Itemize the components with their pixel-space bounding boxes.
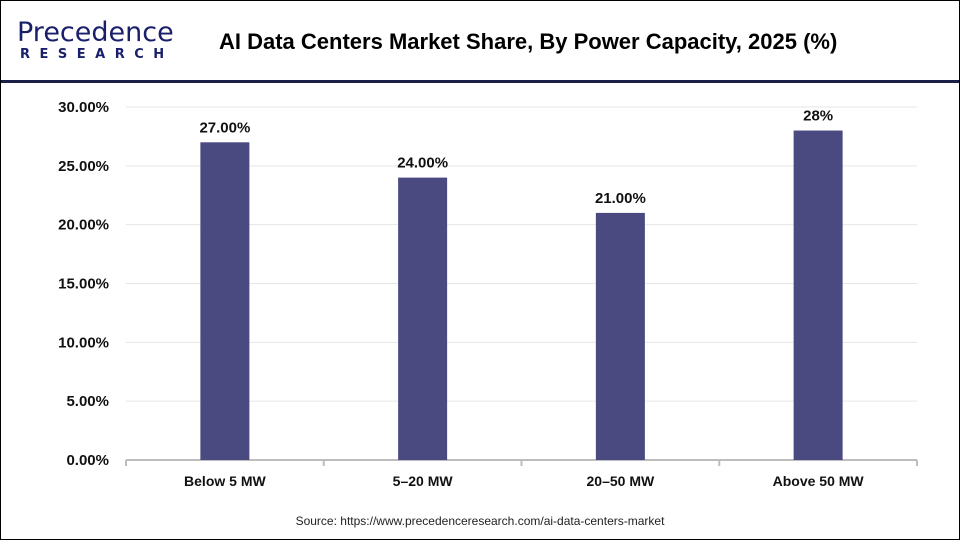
x-category-label: Above 50 MW: [773, 473, 865, 489]
data-label: 28%: [803, 108, 833, 125]
x-category-label: Below 5 MW: [184, 473, 266, 489]
header: Precedence RESEARCH AI Data Centers Mark…: [1, 1, 959, 83]
y-tick-label: 5.00%: [66, 393, 109, 410]
logo-line2: RESEARCH: [20, 47, 174, 62]
precedence-research-logo: Precedence RESEARCH: [17, 17, 174, 63]
y-tick-label: 25.00%: [58, 158, 109, 175]
bar: [398, 177, 448, 460]
y-tick-label: 20.00%: [58, 217, 109, 234]
y-tick-label: 30.00%: [58, 99, 109, 116]
x-category-label: 20–50 MW: [587, 473, 655, 489]
data-label: 21.00%: [595, 190, 646, 207]
chart-title: AI Data Centers Market Share, By Power C…: [219, 29, 838, 54]
x-category-label: 5–20 MW: [393, 473, 454, 489]
y-tick-label: 0.00%: [66, 452, 109, 469]
bar: [595, 212, 645, 460]
bar: [200, 142, 250, 461]
y-tick-label: 10.00%: [58, 334, 109, 351]
y-tick-label: 15.00%: [58, 276, 109, 293]
data-label: 27.00%: [199, 119, 250, 136]
source-note: Source: https://www.precedenceresearch.c…: [295, 514, 665, 528]
data-label: 24.00%: [397, 155, 448, 172]
logo-line1: Precedence: [17, 17, 174, 48]
bar: [793, 130, 843, 461]
